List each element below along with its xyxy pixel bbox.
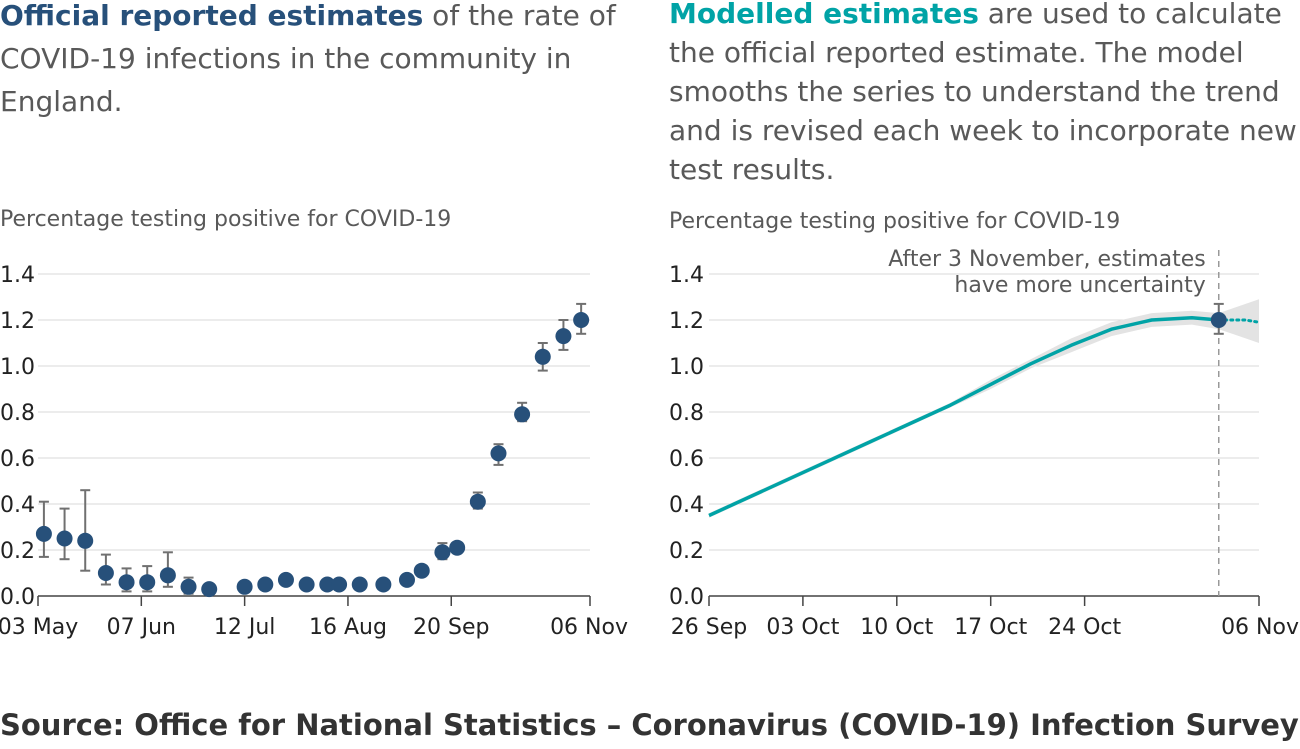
y-tick-label: 0.0 <box>0 585 35 610</box>
data-point <box>398 571 415 588</box>
y-tick-label: 0.8 <box>0 401 35 426</box>
x-tick-label: 12 Jul <box>214 615 276 640</box>
data-point <box>56 530 73 547</box>
data-point <box>319 576 336 593</box>
uncertainty-band <box>709 299 1259 518</box>
data-point <box>469 493 486 510</box>
modelled-line <box>708 315 1219 518</box>
y-tick-label: 1.0 <box>669 355 704 380</box>
official-estimates-chart: 0.0 0.2 0.4 0.6 0.8 1.0 1.2 1.4 03 May 07 Jun 12 J… <box>0 263 628 640</box>
data-point <box>77 532 94 549</box>
data-point <box>514 406 531 423</box>
data-point <box>573 312 590 328</box>
y-tick-label: 0.2 <box>669 539 704 564</box>
x-tick-label: 03 Oct <box>766 615 839 640</box>
x-tick-label: 26 Sep <box>671 615 747 640</box>
data-point <box>555 328 572 345</box>
y-tick-label: 0.8 <box>669 401 704 426</box>
data-point <box>201 581 218 598</box>
y-tick-label: 0.0 <box>669 585 704 610</box>
data-point <box>35 525 52 542</box>
data-point <box>118 574 135 591</box>
y-tick-label: 1.4 <box>669 263 704 288</box>
data-point <box>277 571 294 588</box>
left-headline: Official reported estimates of the rate … <box>0 0 630 123</box>
data-point <box>434 544 451 561</box>
data-point <box>490 445 507 462</box>
right-y-axis-label: Percentage testing positive for COVID-19 <box>669 209 1121 234</box>
data-point <box>257 576 274 593</box>
data-point <box>331 576 348 593</box>
data-point <box>449 539 466 556</box>
left-headline-rest: of the rate of COVID-19 infections in th… <box>0 0 616 118</box>
data-point <box>180 578 197 595</box>
x-tick-label: 16 Aug <box>309 615 387 640</box>
data-point <box>298 576 315 593</box>
right-headline-rest: are used to calculate the official repor… <box>669 0 1297 186</box>
x-tick-label: 10 Oct <box>860 615 933 640</box>
left-headline-bold: Official reported estimates <box>0 0 424 32</box>
data-point <box>375 576 392 593</box>
data-point <box>534 348 551 365</box>
y-tick-label: 1.2 <box>669 309 704 334</box>
y-tick-label: 0.2 <box>0 539 35 564</box>
data-point <box>351 576 368 593</box>
x-tick-label: 07 Jun <box>107 615 176 640</box>
annotation-line1: After 3 November, estimates <box>888 247 1206 272</box>
y-tick-label: 0.4 <box>669 493 704 518</box>
modelled-estimates-chart: 0.0 0.2 0.4 0.6 0.8 1.0 1.2 1.4 26 Sep 03 Oct 10 O… <box>669 247 1299 640</box>
y-tick-label: 0.6 <box>0 447 35 472</box>
reference-point <box>1210 312 1227 328</box>
annotation-line2: have more uncertainty <box>954 273 1205 298</box>
y-tick-label: 1.4 <box>0 263 35 288</box>
y-tick-label: 1.2 <box>0 309 35 334</box>
x-tick-label: 03 May <box>0 615 78 640</box>
data-point <box>413 562 430 579</box>
source-note: Source: Office for National Statistics –… <box>0 708 1299 742</box>
data-point <box>97 565 114 581</box>
x-tick-label: 17 Oct <box>954 615 1027 640</box>
data-point <box>236 578 253 595</box>
left-y-axis-label: Percentage testing positive for COVID-19 <box>0 207 452 232</box>
y-tick-label: 0.6 <box>669 447 704 472</box>
right-headline: Modelled estimates are used to calculate… <box>669 0 1300 189</box>
x-tick-label: 20 Sep <box>413 615 489 640</box>
data-point <box>139 574 156 591</box>
x-tick-label: 06 Nov <box>550 615 628 640</box>
right-headline-bold: Modelled estimates <box>669 0 979 30</box>
x-tick-label: 06 Nov <box>1221 615 1299 640</box>
x-tick-label: 24 Oct <box>1048 615 1121 640</box>
data-point <box>159 567 176 584</box>
y-tick-label: 1.0 <box>0 355 35 380</box>
y-tick-label: 0.4 <box>0 493 35 518</box>
